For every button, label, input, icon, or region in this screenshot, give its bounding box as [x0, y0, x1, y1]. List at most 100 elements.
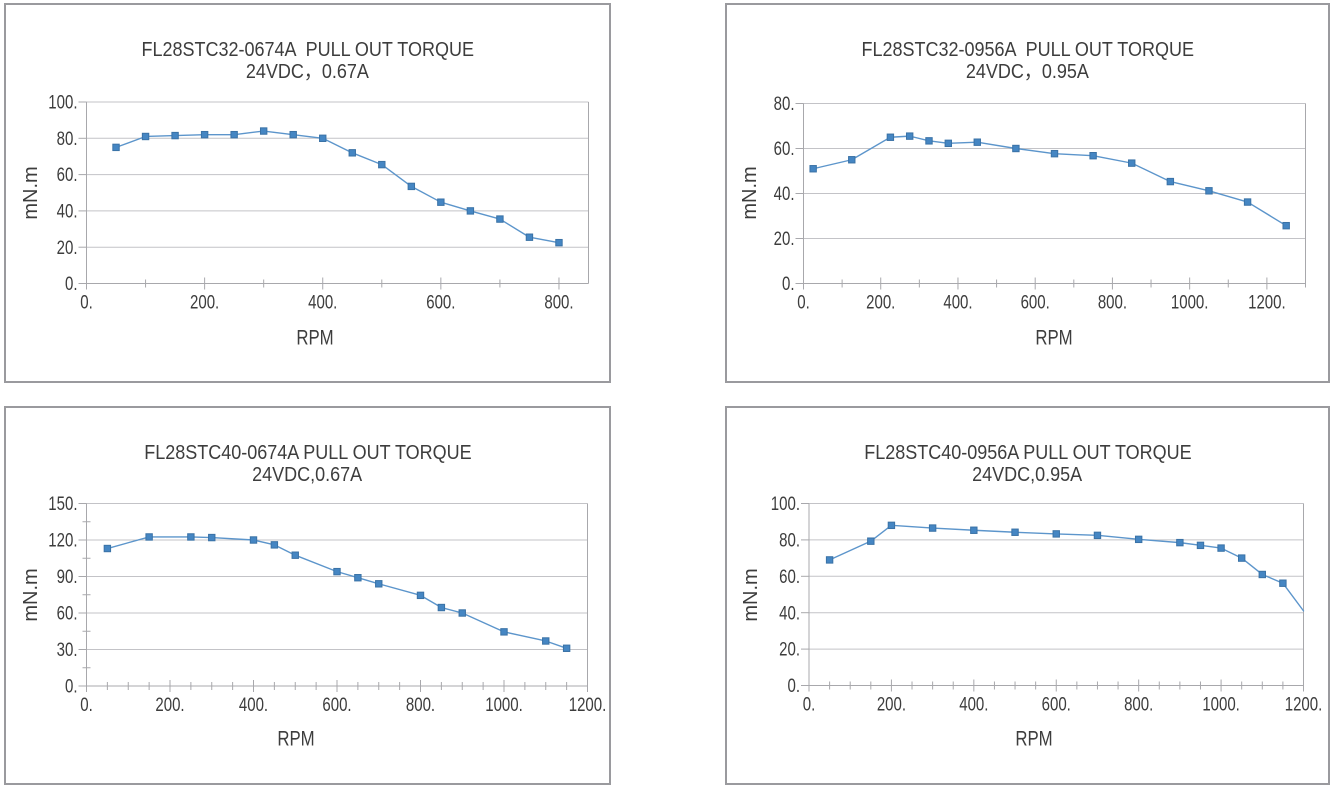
series-marker — [259, 127, 268, 135]
x-tick-label: 1200. — [569, 694, 607, 715]
series-marker — [270, 541, 279, 549]
y-tick-label: 40. — [774, 183, 795, 204]
y-tick-label: 40. — [779, 603, 800, 624]
series-marker — [348, 149, 356, 157]
series-line — [812, 135, 1287, 227]
series-marker — [378, 160, 386, 169]
series-line — [828, 524, 1305, 612]
y-tick-label: 0. — [782, 273, 795, 294]
y-tick-label: 20. — [774, 228, 795, 249]
y-axis-title: mN.m — [740, 568, 762, 622]
y-tick-label: 0. — [65, 273, 78, 294]
chart-panel-bottom-right: 0. 200. 400. 600. 800. 1000. 1200. 0. 20. 40. 60. 8… — [725, 406, 1330, 785]
x-tick-label: 800. — [1098, 292, 1127, 313]
y-tick-label: 100. — [48, 92, 77, 113]
y-tick-label: 30. — [57, 639, 78, 660]
series-marker — [886, 133, 895, 141]
x-tick-label: 1000. — [1171, 292, 1209, 313]
series-marker — [458, 609, 466, 617]
series-marker — [1258, 570, 1266, 579]
series-marker — [249, 536, 258, 544]
series-marker — [437, 603, 446, 612]
series-marker — [1012, 144, 1020, 153]
series-marker — [319, 134, 327, 143]
series-marker — [809, 165, 817, 173]
x-axis-title: RPM — [1035, 326, 1073, 350]
series-marker — [496, 215, 504, 223]
y-tick-label: 60. — [57, 603, 78, 624]
series-marker — [1128, 159, 1136, 167]
panel-border — [4, 3, 611, 383]
y-tick-label: 150. — [48, 493, 77, 514]
x-tick-label: 200. — [877, 694, 906, 715]
y-tick-label: 80. — [57, 128, 78, 149]
chart-panel-bottom-left: 0. 200. 400. 600. 800. 1000. 1200. 0. 30. 60. 90. 1… — [4, 406, 611, 785]
x-tick-label: 0. — [803, 694, 816, 715]
series-marker — [1196, 541, 1205, 550]
x-tick-label: 200. — [190, 292, 219, 313]
series-marker — [500, 628, 508, 636]
x-tick-label: 0. — [80, 292, 93, 313]
series-marker — [208, 533, 216, 542]
chart-panel-top-left: 0. 200. 400. 600. 800. 0. 20. 40. 60. 80. 100. FL2… — [4, 3, 611, 383]
series-marker — [187, 533, 195, 541]
series-marker — [944, 139, 953, 148]
x-axis-title: RPM — [1015, 727, 1053, 751]
x-axis-title: RPM — [296, 326, 334, 350]
series-marker — [887, 521, 896, 530]
y-tick-label: 0. — [787, 675, 800, 696]
y-axis-title: mN.m — [739, 166, 761, 220]
x-tick-label: 200. — [155, 694, 184, 715]
series-marker — [416, 591, 425, 600]
x-tick-label: 400. — [943, 292, 972, 313]
plot-area: 0. 200. 400. 600. 800. 1000. 1200. 0. 20. 40. 60. 8… — [725, 406, 1330, 785]
series-marker — [562, 644, 571, 652]
series-marker — [112, 143, 120, 152]
x-tick-label: 1000. — [1202, 694, 1240, 715]
series-marker — [375, 580, 383, 588]
x-tick-label: 1200. — [1285, 694, 1323, 715]
y-tick-label: 80. — [779, 530, 800, 551]
series-marker — [1093, 531, 1102, 540]
series-marker — [1134, 535, 1143, 544]
y-tick-label: 60. — [774, 138, 795, 159]
series-marker — [230, 130, 238, 139]
plot-area: 0. 200. 400. 600. 800. 1000. 1200. 0. 30. 60. 90. 1… — [4, 406, 611, 785]
y-tick-label: 60. — [779, 566, 800, 587]
series-marker — [354, 574, 362, 582]
series-marker — [1243, 198, 1252, 206]
y-tick-label: 20. — [779, 639, 800, 660]
x-axis-title: RPM — [277, 727, 315, 751]
series-line — [115, 130, 560, 244]
x-tick-label: 600. — [1021, 292, 1050, 313]
series-marker — [525, 233, 534, 241]
series-line — [106, 536, 568, 649]
series-marker — [867, 537, 875, 545]
x-tick-label: 0. — [797, 292, 810, 313]
y-tick-label: 80. — [774, 93, 795, 114]
series-marker — [555, 238, 563, 247]
series-marker — [1205, 187, 1213, 195]
chart-subtitle: 24VDC，0.67A — [245, 61, 370, 83]
plot-area: 0. 200. 400. 600. 800. 0. 20. 40. 60. 80. 100. — [4, 3, 611, 383]
series-marker — [1089, 152, 1097, 160]
x-tick-label: 1200. — [1248, 292, 1286, 313]
y-axis-title: mN.m — [20, 166, 42, 220]
chart-subtitle: 24VDC,0.95A — [972, 464, 1083, 486]
y-tick-label: 120. — [48, 530, 77, 551]
series-marker — [200, 130, 209, 139]
x-tick-label: 400. — [959, 694, 988, 715]
panel-border — [725, 406, 1330, 785]
panel-border — [4, 406, 611, 785]
series-marker — [291, 551, 299, 559]
series-marker — [1282, 221, 1290, 230]
series-marker — [437, 198, 445, 206]
x-tick-label: 600. — [322, 694, 351, 715]
y-tick-label: 0. — [65, 676, 78, 697]
series-marker — [145, 533, 153, 541]
chart-subtitle: 24VDC,0.67A — [252, 464, 363, 486]
series-marker — [1052, 530, 1060, 538]
chart-title: FL28STC32-0956A PULL OUT TORQUE — [861, 39, 1194, 61]
series-marker — [825, 556, 834, 564]
series-marker — [1050, 149, 1059, 158]
